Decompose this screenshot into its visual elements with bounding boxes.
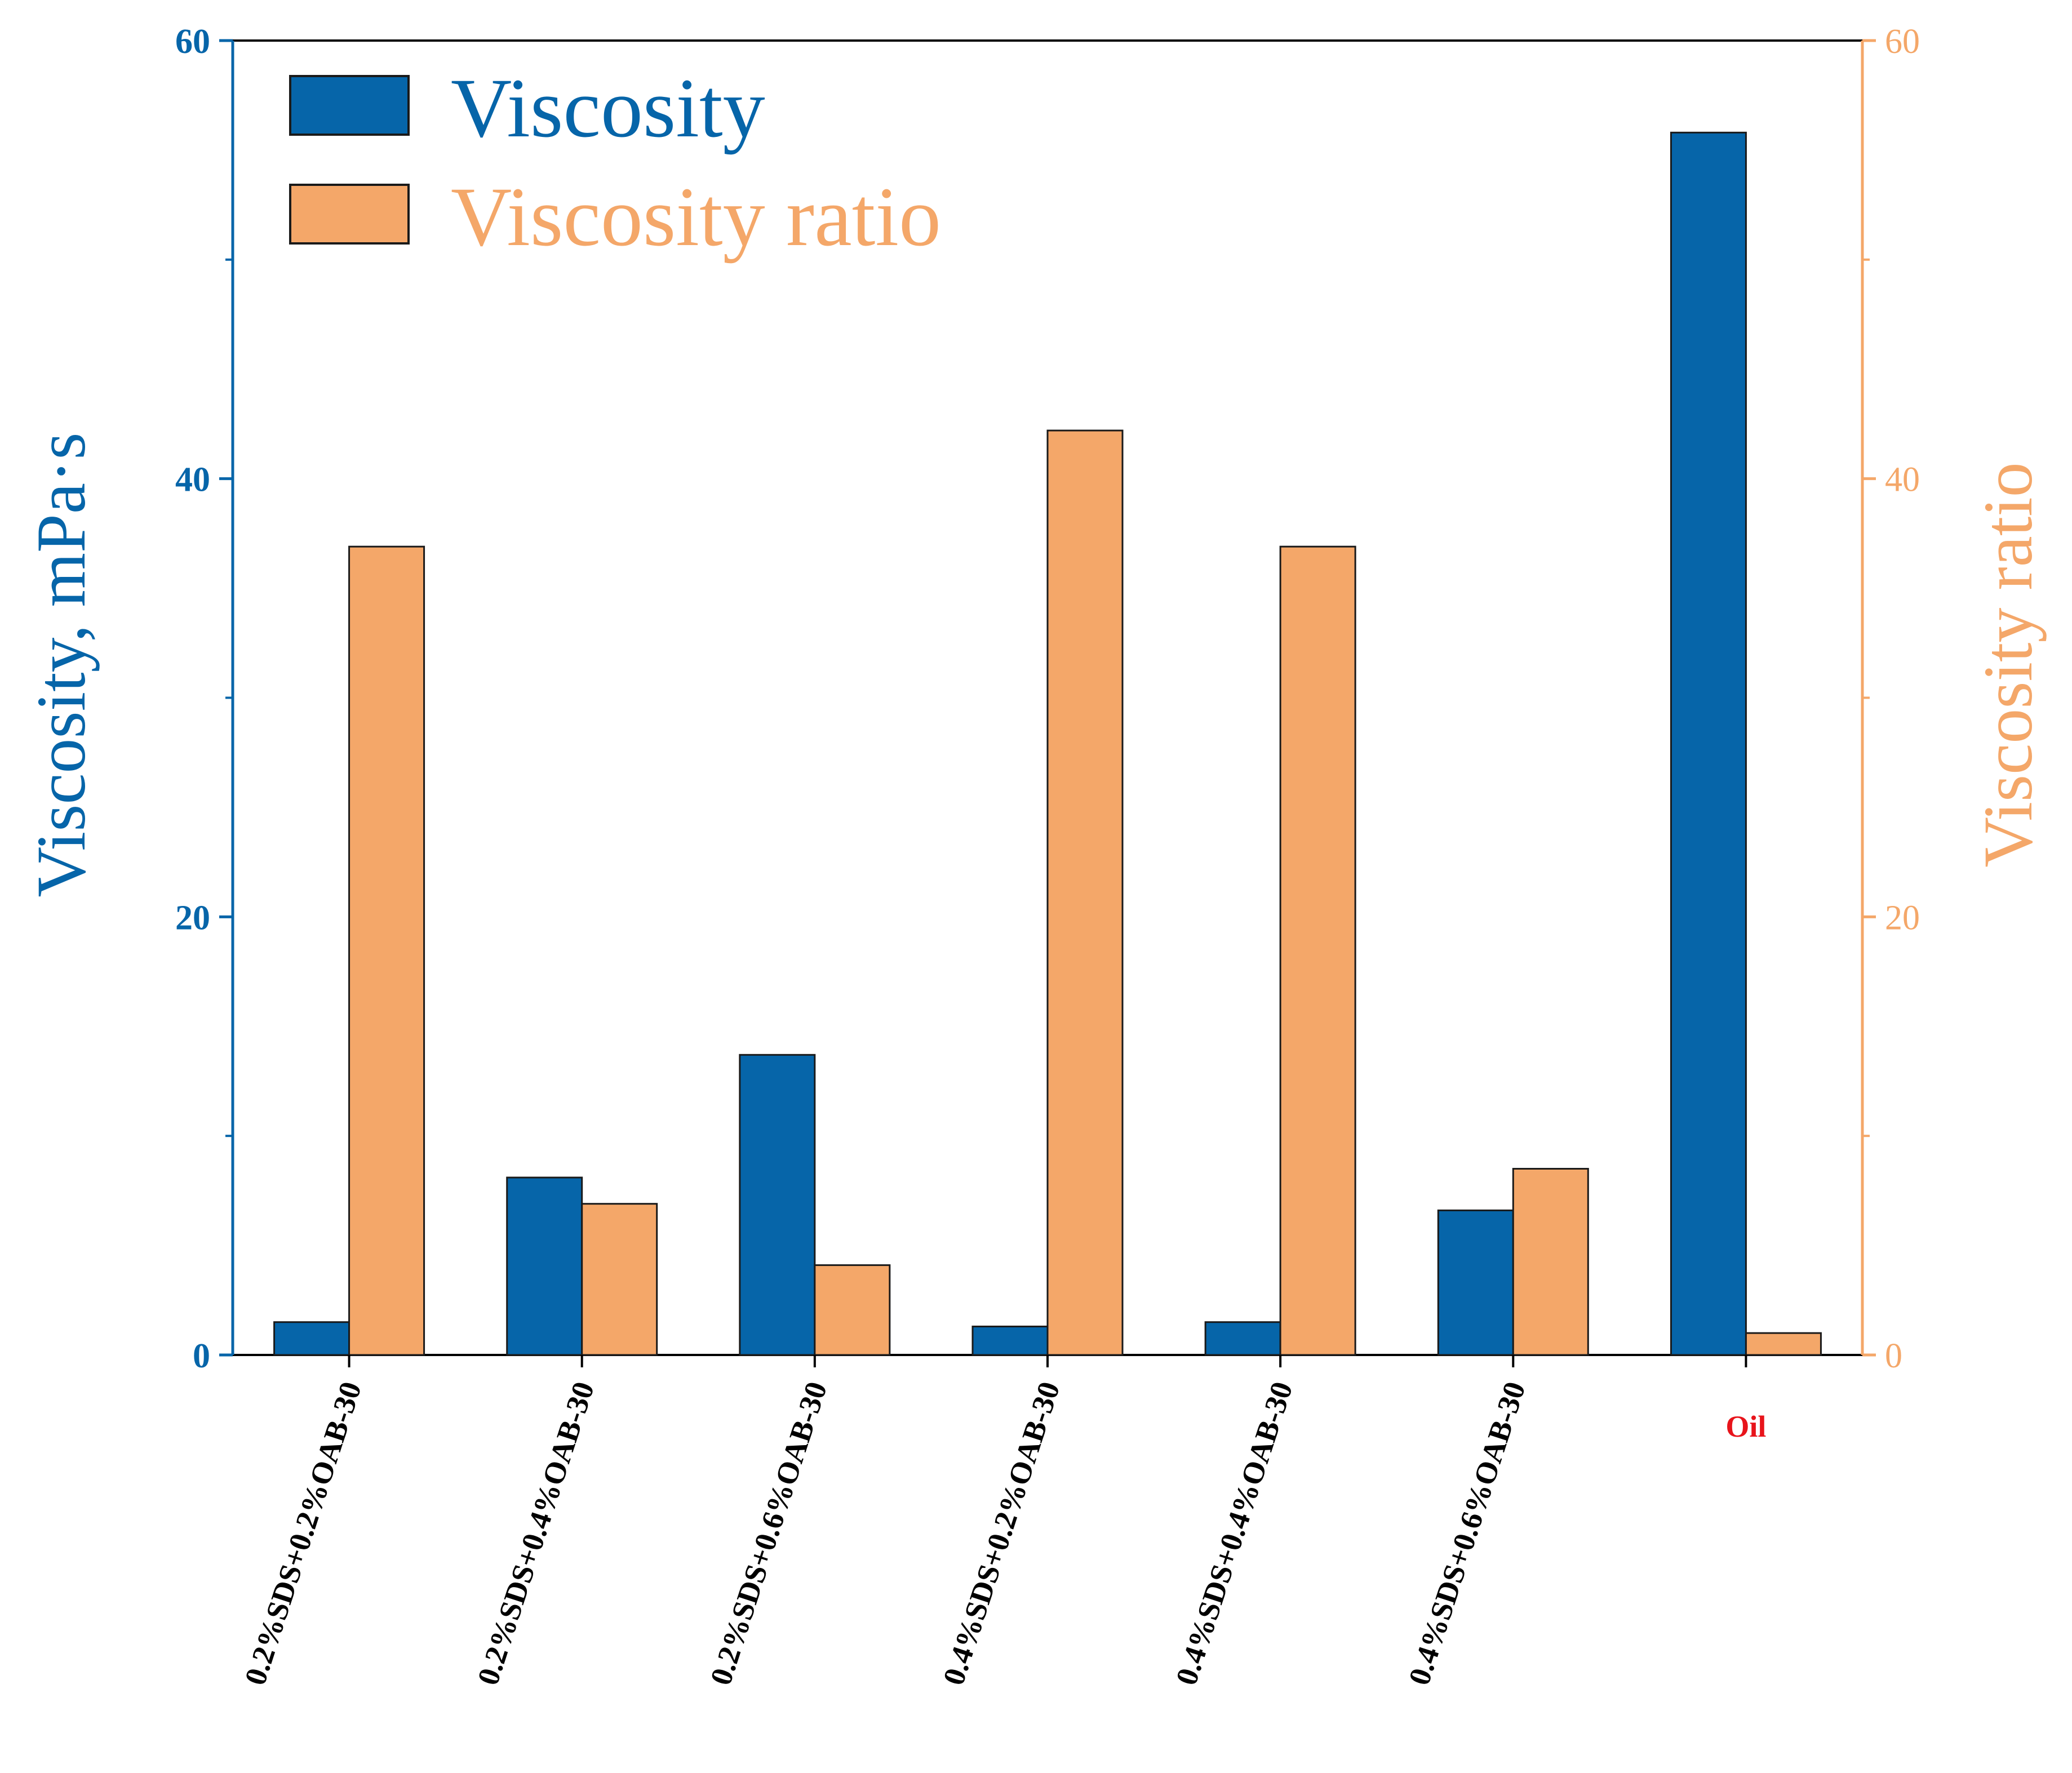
x-category-label: 0.2%SDS+0.6%OAB-30 — [704, 1377, 834, 1689]
y-tick-label-left: 20 — [175, 899, 210, 937]
bar-viscosity — [273, 1321, 350, 1356]
bar-viscosity — [1437, 1209, 1514, 1356]
legend-label-viscosity: Viscosity — [451, 61, 765, 155]
category-labels-group: 0.2%SDS+0.2%OAB-30 0.2%SDS+0.4%OAB-30 0.2%… — [238, 1377, 1766, 1689]
x-category-label: 0.4%SDS+0.2%OAB-30 — [937, 1377, 1067, 1689]
y-tick-label-right: 40 — [1885, 461, 1920, 499]
y-tick-label-left: 40 — [175, 461, 210, 499]
legend-swatch-viscosity-ratio — [289, 184, 410, 245]
x-category-label: 0.4%SDS+0.4%OAB-30 — [1169, 1377, 1299, 1689]
bar-viscosity-ratio — [1279, 545, 1356, 1356]
legend: Viscosity Viscosity ratio — [289, 61, 941, 264]
bar-viscosity — [1204, 1321, 1281, 1356]
bar-viscosity-ratio — [1745, 1332, 1822, 1356]
bar-viscosity-ratio — [1046, 429, 1124, 1356]
x-category-label-oil: Oil — [1725, 1410, 1766, 1443]
bar-viscosity — [971, 1325, 1049, 1356]
legend-swatch-viscosity — [289, 75, 410, 136]
y-tick-label-right: 60 — [1885, 23, 1920, 61]
bar-viscosity-ratio — [348, 545, 425, 1356]
bar-viscosity-ratio — [1512, 1167, 1589, 1356]
bar-viscosity-ratio — [581, 1203, 658, 1356]
x-category-label: 0.2%SDS+0.4%OAB-30 — [471, 1377, 601, 1689]
y-axis-title-right: Viscosity ratio — [1969, 462, 2047, 867]
ticks-group: 0 20 40 60 0 20 40 60 — [175, 23, 1920, 1375]
bar-viscosity — [1670, 131, 1747, 1356]
bar-viscosity-ratio — [814, 1264, 891, 1356]
x-category-label: 0.2%SDS+0.2%OAB-30 — [238, 1377, 368, 1689]
bar-viscosity — [506, 1176, 583, 1356]
y-tick-label-right: 0 — [1885, 1337, 1902, 1375]
y-tick-label-right: 20 — [1885, 899, 1920, 937]
y-tick-label-left: 60 — [175, 23, 210, 61]
y-tick-label-left: 0 — [193, 1337, 210, 1375]
y-axis-title-left: Viscosity, mPa·s — [23, 433, 100, 897]
x-category-label: 0.4%SDS+0.6%OAB-30 — [1402, 1377, 1532, 1689]
legend-label-viscosity-ratio: Viscosity ratio — [451, 170, 941, 264]
bar-viscosity — [739, 1054, 816, 1356]
bars-group — [273, 131, 1822, 1356]
